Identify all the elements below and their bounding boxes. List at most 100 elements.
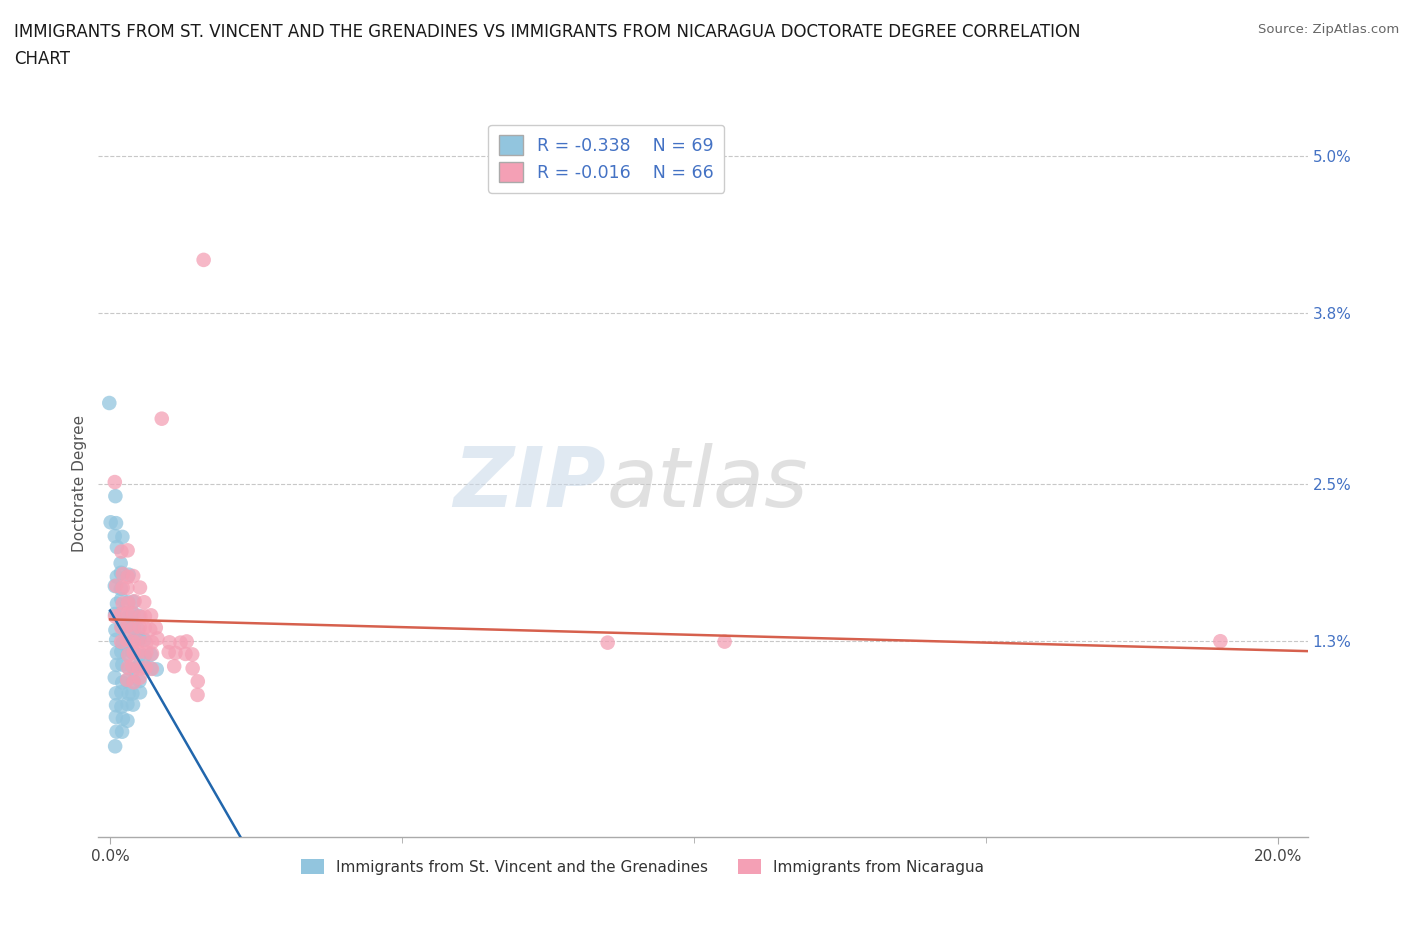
Point bbox=[129, 609, 152, 624]
Point bbox=[139, 647, 162, 662]
Point bbox=[128, 644, 150, 659]
Text: atlas: atlas bbox=[606, 443, 808, 525]
Point bbox=[121, 634, 143, 649]
Text: ZIP: ZIP bbox=[454, 443, 606, 525]
Point bbox=[122, 620, 145, 635]
Point bbox=[117, 543, 139, 558]
Point bbox=[181, 661, 204, 676]
Point bbox=[111, 711, 134, 726]
Point bbox=[139, 608, 162, 623]
Point bbox=[121, 644, 143, 659]
Point bbox=[118, 567, 141, 582]
Point bbox=[115, 673, 138, 688]
Point bbox=[104, 671, 127, 685]
Point bbox=[104, 606, 127, 621]
Point bbox=[104, 528, 127, 543]
Point bbox=[118, 686, 141, 701]
Point bbox=[121, 686, 143, 701]
Point bbox=[122, 634, 145, 649]
Point bbox=[105, 596, 128, 611]
Point bbox=[141, 661, 163, 676]
Point bbox=[128, 661, 150, 676]
Point bbox=[139, 661, 162, 676]
Point bbox=[134, 660, 156, 675]
Point bbox=[139, 622, 162, 637]
Point bbox=[110, 607, 132, 622]
Point bbox=[121, 658, 143, 672]
Point bbox=[122, 621, 145, 636]
Point bbox=[122, 606, 145, 621]
Point bbox=[122, 675, 145, 690]
Point bbox=[122, 698, 145, 712]
Point bbox=[117, 580, 139, 595]
Point bbox=[111, 605, 134, 620]
Point bbox=[115, 632, 138, 647]
Point bbox=[127, 634, 149, 649]
Point bbox=[128, 608, 150, 623]
Point bbox=[111, 529, 134, 544]
Point bbox=[111, 636, 134, 651]
Point bbox=[115, 672, 138, 687]
Point bbox=[134, 609, 156, 624]
Point bbox=[141, 635, 163, 650]
Point bbox=[187, 674, 209, 689]
Point bbox=[117, 618, 139, 633]
Point bbox=[174, 646, 197, 661]
Point bbox=[135, 660, 157, 675]
Point bbox=[118, 661, 141, 676]
Point bbox=[127, 622, 149, 637]
Text: Source: ZipAtlas.com: Source: ZipAtlas.com bbox=[1258, 23, 1399, 36]
Point bbox=[713, 634, 735, 649]
Point bbox=[117, 609, 139, 624]
Legend: Immigrants from St. Vincent and the Grenadines, Immigrants from Nicaragua: Immigrants from St. Vincent and the Gren… bbox=[292, 851, 993, 883]
Point bbox=[117, 618, 139, 633]
Point bbox=[135, 645, 157, 660]
Point bbox=[122, 661, 145, 676]
Point bbox=[111, 596, 134, 611]
Point bbox=[105, 724, 128, 739]
Point bbox=[105, 632, 128, 647]
Point bbox=[111, 675, 134, 690]
Point bbox=[127, 658, 149, 673]
Point bbox=[128, 673, 150, 688]
Point bbox=[110, 581, 132, 596]
Point bbox=[134, 648, 156, 663]
Point bbox=[104, 622, 127, 637]
Point bbox=[128, 631, 150, 645]
Point bbox=[104, 685, 127, 700]
Point bbox=[117, 648, 139, 663]
Point bbox=[128, 648, 150, 663]
Point bbox=[110, 556, 132, 571]
Point bbox=[117, 631, 139, 646]
Point bbox=[110, 565, 132, 580]
Point bbox=[145, 662, 167, 677]
Point bbox=[110, 644, 132, 659]
Point bbox=[122, 674, 145, 689]
Point bbox=[117, 660, 139, 675]
Point bbox=[157, 644, 180, 659]
Point bbox=[176, 634, 198, 649]
Point bbox=[110, 620, 132, 635]
Point bbox=[129, 580, 152, 595]
Point bbox=[128, 620, 150, 635]
Point bbox=[134, 595, 156, 610]
Point bbox=[110, 699, 132, 714]
Point bbox=[193, 252, 215, 267]
Point bbox=[104, 710, 127, 724]
Text: IMMIGRANTS FROM ST. VINCENT AND THE GRENADINES VS IMMIGRANTS FROM NICARAGUA DOCT: IMMIGRANTS FROM ST. VINCENT AND THE GREN… bbox=[14, 23, 1081, 68]
Point bbox=[117, 569, 139, 584]
Point bbox=[117, 595, 139, 610]
Point bbox=[165, 645, 187, 660]
Point bbox=[150, 411, 173, 426]
Y-axis label: Doctorate Degree: Doctorate Degree bbox=[72, 415, 87, 552]
Point bbox=[104, 578, 127, 593]
Point bbox=[117, 606, 139, 621]
Point bbox=[105, 516, 128, 531]
Point bbox=[134, 632, 156, 647]
Point bbox=[111, 724, 134, 739]
Point bbox=[105, 658, 128, 672]
Point bbox=[110, 634, 132, 649]
Point bbox=[110, 591, 132, 606]
Point bbox=[122, 644, 145, 659]
Point bbox=[111, 580, 134, 595]
